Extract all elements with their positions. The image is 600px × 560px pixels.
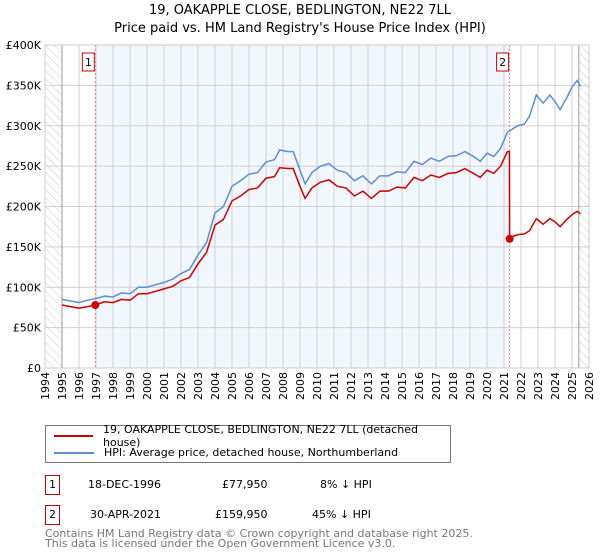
sale-label-box xyxy=(81,52,95,72)
plot-area: 1994 1995 1996 1997 1998 1999 2000 2001 2002 2003… xyxy=(6,39,596,400)
sale-row: 2 30-APR-2021 £159,950 45% ↓ HPI xyxy=(45,505,465,525)
sale-marker-badge: 1 xyxy=(45,475,60,495)
y-tick-label: £150K xyxy=(6,241,42,254)
sale-marker-badge: 2 xyxy=(45,505,60,525)
x-tick-label: 1999 xyxy=(124,372,137,400)
sale-price: £77,950 xyxy=(222,478,268,491)
x-tick-label: 2000 xyxy=(141,372,154,400)
sale-label-box xyxy=(496,52,510,72)
sale-label: 1 xyxy=(85,56,92,69)
x-tick-label: 1997 xyxy=(90,372,103,400)
x-tick-label: 2013 xyxy=(362,372,375,400)
series-line-property xyxy=(61,150,581,310)
footer-line: This data is licensed under the Open Gov… xyxy=(45,537,396,550)
x-tick-label: 2007 xyxy=(260,372,273,400)
x-tick-label: 2025 xyxy=(566,372,579,400)
sale-date: 30-APR-2021 xyxy=(90,508,162,521)
x-tick-label: 1998 xyxy=(107,372,120,400)
legend-label: 19, OAKAPPLE CLOSE, BEDLINGTON, NE22 7LL… xyxy=(103,422,418,449)
legend-item-hpi: HPI: Average price, detached house, Nort… xyxy=(54,444,398,461)
x-tick-label: 2018 xyxy=(447,372,460,400)
x-tick-label: 2001 xyxy=(158,372,171,400)
sale-date: 18-DEC-1996 xyxy=(88,478,162,491)
sale-hpi-diff: 45% ↓ HPI xyxy=(312,508,371,521)
sale-price: £159,950 xyxy=(215,508,268,521)
x-tick-label: 2019 xyxy=(464,372,477,400)
y-tick-label: £100K xyxy=(6,281,42,294)
x-tick-label: 1994 xyxy=(39,372,52,400)
y-tick-label: £250K xyxy=(6,160,42,173)
x-tick-label: 2009 xyxy=(294,372,307,400)
footer: Contains HM Land Registry data © Crown c… xyxy=(45,527,473,550)
legend-item-property: 19, OAKAPPLE CLOSE, BEDLINGTON, NE22 7LL… xyxy=(54,423,450,449)
sale-row: 1 18-DEC-1996 £77,950 8% ↓ HPI xyxy=(45,475,465,495)
sale-hpi-diff: 8% ↓ HPI xyxy=(320,478,372,491)
legend-swatch-blue xyxy=(54,451,94,454)
x-tick-label: 2004 xyxy=(209,372,222,400)
y-tick-label: £300K xyxy=(6,120,42,133)
y-tick-label: £50K xyxy=(13,322,42,335)
x-tick-label: 2026 xyxy=(583,372,596,400)
x-tick-label: 2023 xyxy=(532,372,545,400)
x-tick-label: 2016 xyxy=(413,372,426,400)
x-tick-label: 2006 xyxy=(243,372,256,400)
x-tick-label: 2003 xyxy=(192,372,205,400)
x-tick-label: 2012 xyxy=(345,372,358,400)
x-tick-label: 2010 xyxy=(311,372,324,400)
chart-subtitle: Price paid vs. HM Land Registry's House … xyxy=(114,21,486,36)
x-tick-label: 2008 xyxy=(277,372,290,400)
x-tick-label: 1996 xyxy=(73,372,86,400)
x-tick-label: 2017 xyxy=(430,372,443,400)
x-tick-label: 2022 xyxy=(515,372,528,400)
chart-title: 19, OAKAPPLE CLOSE, BEDLINGTON, NE22 7LL xyxy=(148,3,452,18)
plot-border xyxy=(44,44,590,369)
sale-point xyxy=(505,234,514,243)
sale-label: 2 xyxy=(499,56,506,69)
series-line-hpi xyxy=(61,79,582,304)
x-tick-label: 2021 xyxy=(498,372,511,400)
footer-line: Contains HM Land Registry data © Crown c… xyxy=(45,527,473,540)
y-tick-label: £0 xyxy=(27,362,41,375)
x-tick-label: 2005 xyxy=(226,372,239,400)
x-tick-label: 2020 xyxy=(481,372,494,400)
y-tick-label: £200K xyxy=(6,201,42,214)
x-tick-label: 2002 xyxy=(175,372,188,400)
y-tick-label: £350K xyxy=(6,79,42,92)
y-tick-label: £400K xyxy=(6,39,42,52)
legend-swatch-red xyxy=(54,434,93,437)
x-tick-label: 2024 xyxy=(549,372,562,400)
x-tick-label: 2011 xyxy=(328,372,341,400)
legend: 19, OAKAPPLE CLOSE, BEDLINGTON, NE22 7LL… xyxy=(45,423,451,463)
x-tick-label: 2015 xyxy=(396,372,409,400)
sale-point xyxy=(91,301,100,310)
x-tick-label: 2014 xyxy=(379,372,392,400)
legend-label: HPI: Average price, detached house, Nort… xyxy=(104,446,399,459)
x-tick-label: 1995 xyxy=(56,372,69,400)
